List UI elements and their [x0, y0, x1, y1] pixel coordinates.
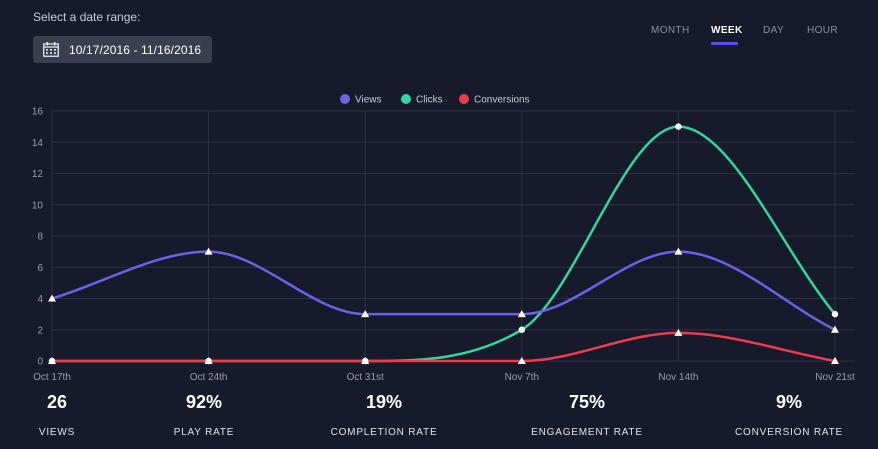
date-range-picker[interactable]: 10/17/2016 - 11/16/2016 [33, 36, 212, 63]
data-point-conversions [674, 328, 683, 336]
y-axis: 0 2 4 6 8 10 12 14 16 [32, 107, 44, 368]
tab-month[interactable]: MONTH [651, 25, 690, 36]
data-point-clicks [831, 310, 839, 318]
tab-hour[interactable]: HOUR [807, 25, 839, 36]
tab-month-label: MONTH [651, 25, 690, 36]
data-point-views [831, 325, 839, 333]
data-point-conversions [204, 357, 213, 364]
stats-row: 26 VIEWS 92% PLAY RATE 19% COMPLETION RA… [0, 392, 878, 449]
line-chart: Views Clicks Conversions 0 2 4 6 8 10 12 14 16 Oct… [32, 94, 855, 383]
legend-label-views: Views [355, 95, 382, 106]
series-line-clicks [50, 125, 837, 363]
x-tick-label: Nov 7th [505, 372, 539, 383]
data-point-views [361, 310, 370, 318]
y-tick-label: 0 [37, 357, 43, 368]
stat-value: 9% [775, 392, 802, 412]
data-point-views [48, 294, 56, 302]
tab-day-label: DAY [763, 25, 785, 36]
data-point-conversions [48, 357, 56, 364]
stat-play-rate: 92% PLAY RATE [174, 392, 235, 438]
stat-label: ENGAGEMENT RATE [531, 427, 643, 438]
legend-label-clicks: Clicks [416, 95, 443, 106]
data-point-views [517, 310, 526, 318]
stat-value: 26 [46, 392, 68, 412]
stat-label: PLAY RATE [173, 427, 235, 438]
y-tick-label: 10 [32, 200, 44, 211]
data-point-views [674, 247, 683, 255]
x-tick-label: Nov 21st [815, 372, 855, 383]
x-axis: Oct 17th Oct 24th Oct 31st Nov 7th Nov 14th N… [33, 372, 855, 383]
chart-series [50, 125, 837, 363]
stat-completion-rate: 19% COMPLETION RATE [331, 392, 438, 438]
data-point-conversions [361, 357, 370, 364]
y-tick-label: 12 [32, 169, 44, 180]
series-line-conversions [50, 331, 837, 363]
data-point-conversions [517, 357, 526, 364]
data-point-conversions [831, 357, 839, 364]
y-tick-label: 2 [37, 325, 43, 336]
y-tick-label: 14 [32, 138, 44, 149]
data-point-clicks [518, 326, 525, 333]
legend-swatch-conversions [459, 94, 469, 104]
tab-week-underline [711, 42, 738, 45]
data-point-clicks [675, 123, 682, 130]
date-range-value: 10/17/2016 - 11/16/2016 [69, 42, 202, 57]
tab-week[interactable]: WEEK [711, 25, 742, 45]
granularity-tabs: MONTH WEEK DAY HOUR [0, 25, 878, 55]
y-tick-label: 4 [37, 294, 43, 305]
chart-grid [51, 110, 855, 362]
chart-legend: Views Clicks Conversions [340, 94, 530, 106]
stat-label: CONVERSION RATE [735, 427, 843, 438]
x-tick-label: Oct 24th [190, 372, 228, 383]
series-line-views [50, 250, 837, 331]
stat-value: 75% [568, 392, 606, 412]
y-tick-label: 8 [37, 232, 43, 243]
stat-conversion-rate: 9% CONVERSION RATE [735, 392, 843, 438]
range-label: Select a date range: [33, 10, 141, 24]
stat-label: VIEWS [38, 427, 76, 438]
tab-hour-label: HOUR [807, 25, 839, 36]
stat-value: 92% [185, 392, 223, 412]
stat-engagement-rate: 75% ENGAGEMENT RATE [531, 392, 643, 438]
chart-markers [48, 123, 839, 365]
stat-views: 26 VIEWS [39, 392, 75, 438]
legend-swatch-clicks [401, 94, 411, 104]
x-tick-label: Nov 14th [658, 372, 698, 383]
data-point-views [204, 247, 213, 255]
x-tick-label: Oct 31st [347, 372, 384, 383]
x-tick-label: Oct 17th [33, 372, 71, 383]
y-tick-label: 16 [32, 107, 44, 118]
legend-label-conversions: Conversions [474, 95, 530, 106]
stat-value: 19% [365, 392, 403, 412]
tab-day[interactable]: DAY [763, 25, 785, 36]
stat-label: COMPLETION RATE [330, 427, 438, 438]
y-tick-label: 6 [37, 263, 43, 274]
tab-week-label: WEEK [711, 25, 743, 36]
calendar-icon [43, 42, 59, 57]
legend-swatch-views [340, 94, 350, 104]
